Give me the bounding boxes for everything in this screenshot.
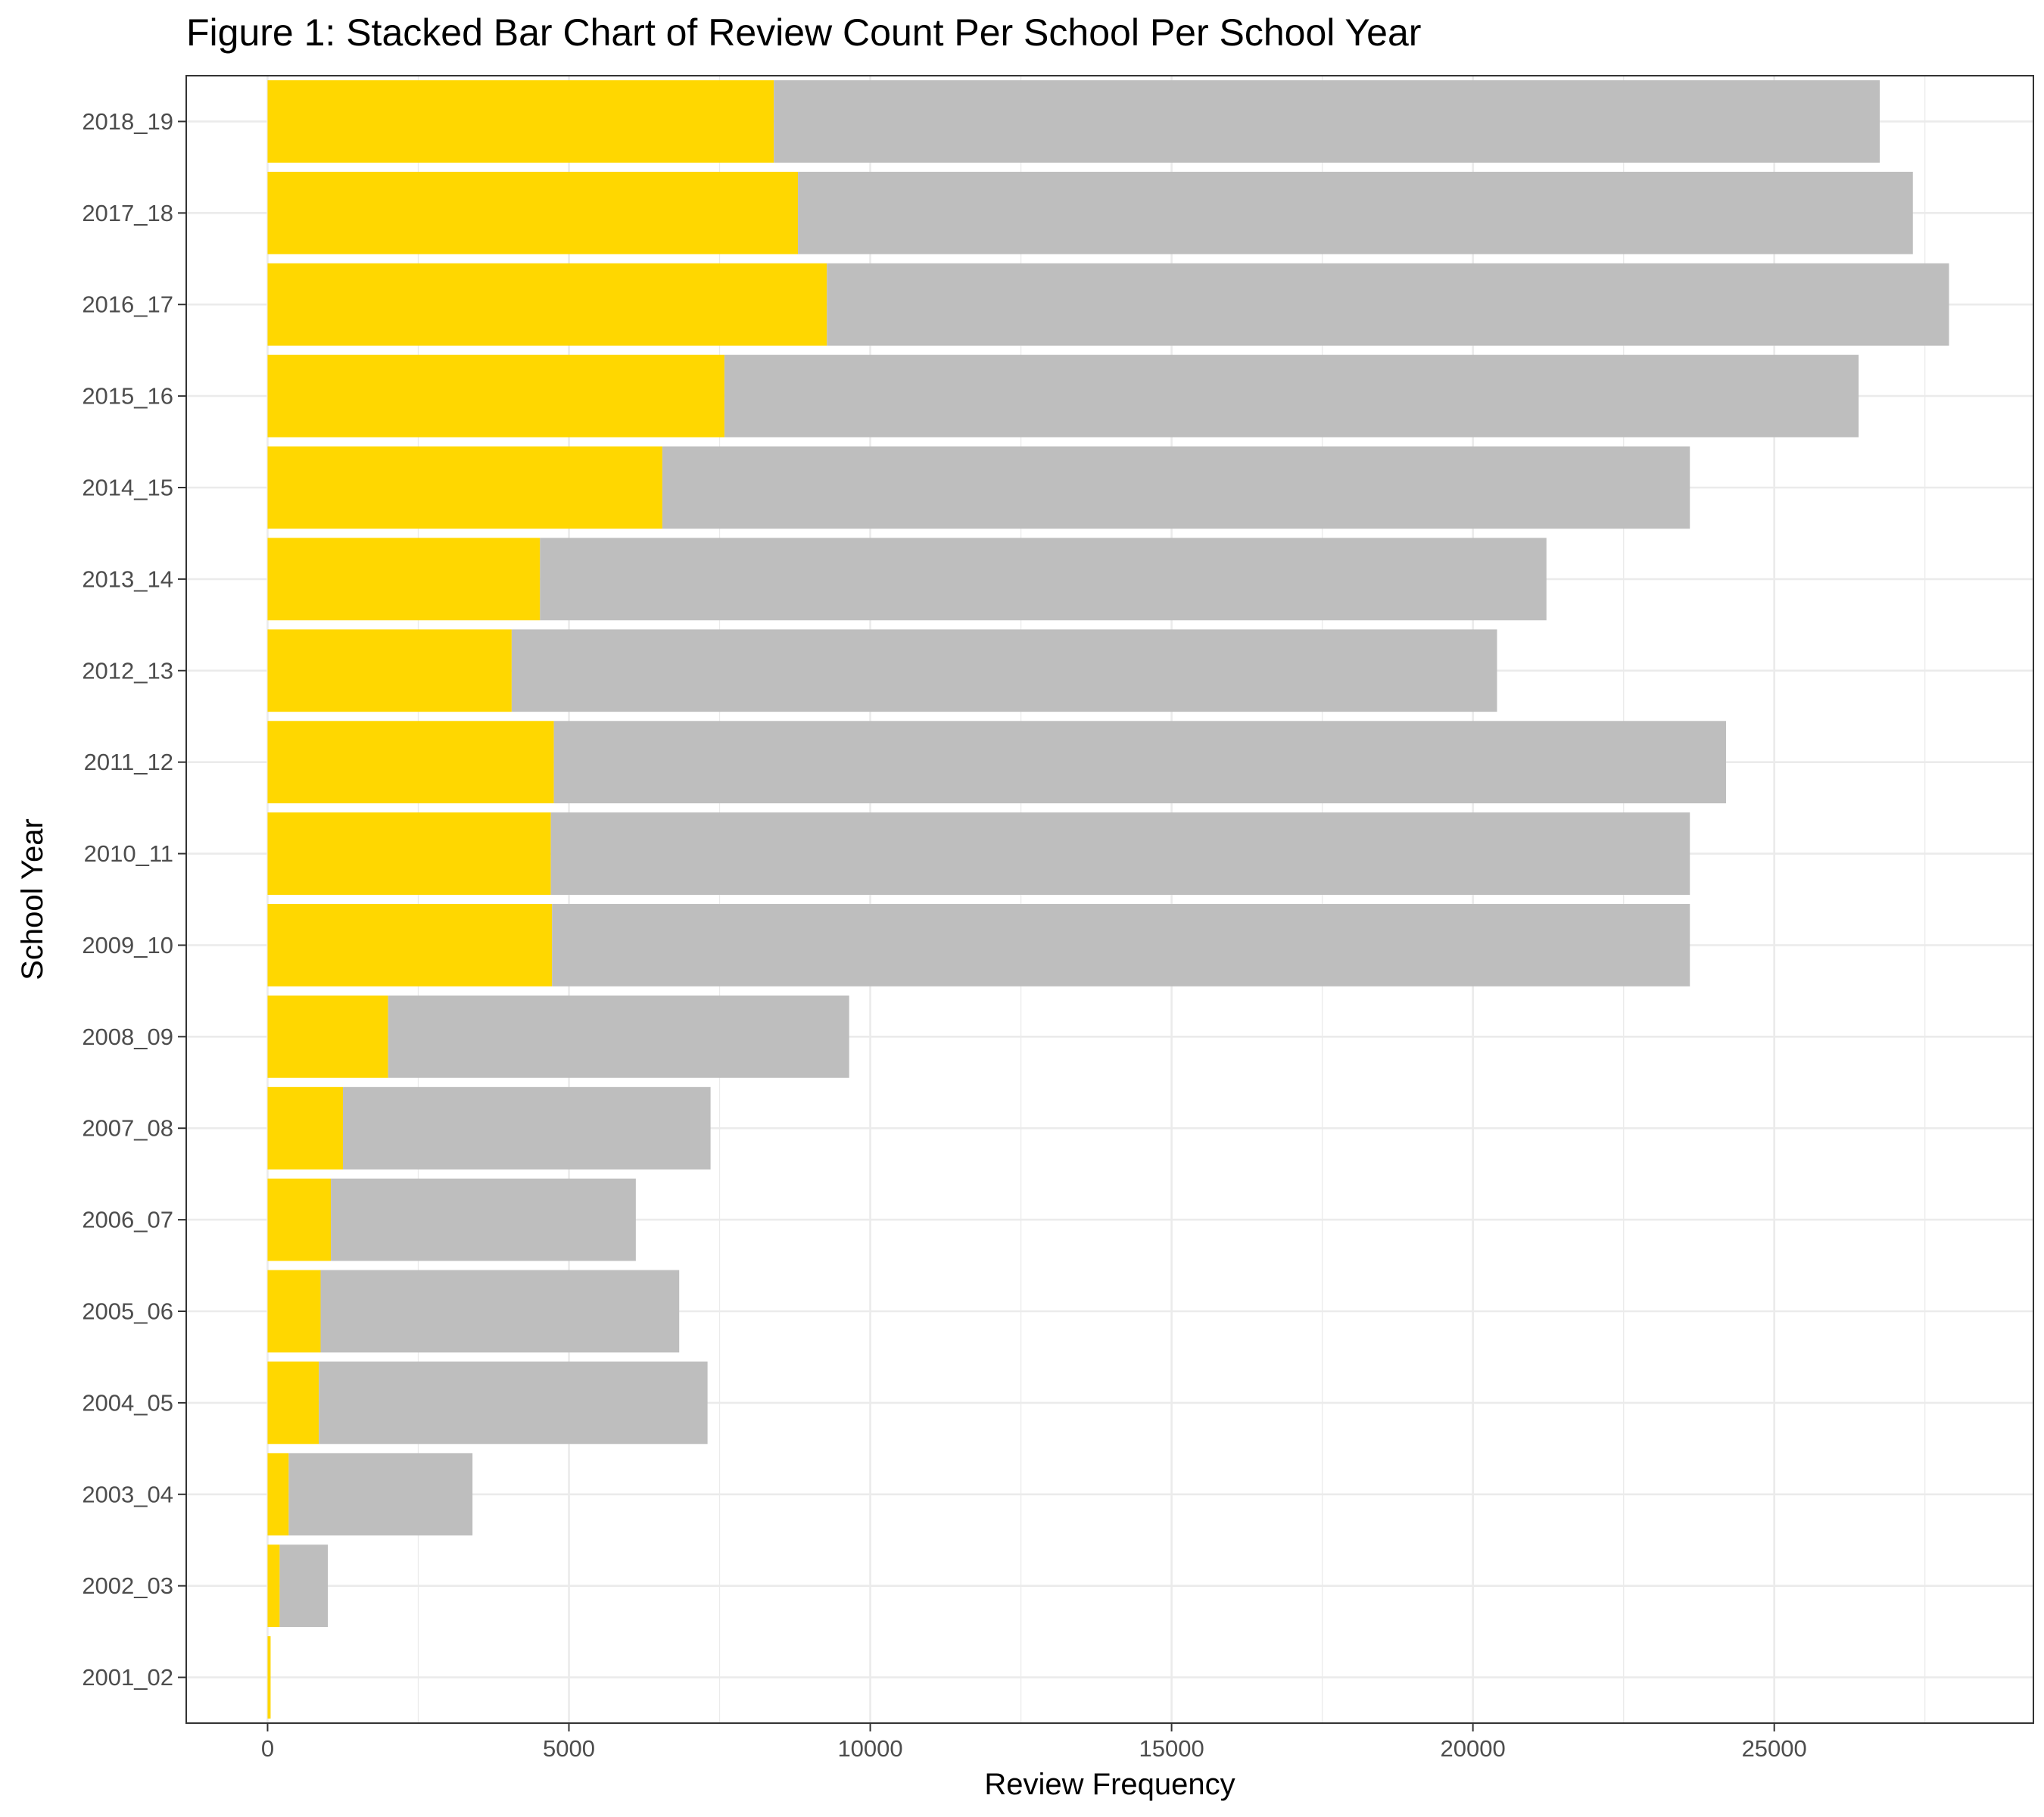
bar-segment-2018_19-s2: [774, 80, 1880, 163]
bar-segment-2018_19-s1: [267, 80, 774, 163]
y-tick-label: 2018_19: [82, 108, 173, 135]
y-axis-title: School Year: [16, 818, 49, 980]
bar-segment-2007_08-s1: [267, 1086, 343, 1170]
panel-border: [185, 75, 2034, 1724]
y-tick-label: 2006_07: [82, 1207, 173, 1233]
x-tick-label: 15000: [1139, 1735, 1204, 1762]
y-tick-label: 2007_08: [82, 1115, 173, 1142]
y-tick-label: 2004_05: [82, 1389, 173, 1416]
bar-segment-2010_11-s1: [267, 812, 551, 895]
bars-group: [267, 80, 1949, 1719]
bar-segment-2012_13-s1: [267, 629, 512, 712]
y-tick-label: 2016_17: [82, 291, 173, 318]
bar-segment-2014_15-s1: [267, 446, 662, 529]
y-axis: 2001_02 2002_03 2003_04 2004_05 2005_06 2006_…: [82, 108, 186, 1691]
y-tick-label: 2010_11: [84, 840, 173, 867]
bar-segment-2005_06-s1: [267, 1270, 321, 1353]
bar-segment-2004_05-s2: [319, 1361, 708, 1445]
bar-segment-2011_12-s2: [553, 721, 1726, 804]
y-tick-label: 2015_16: [82, 383, 173, 410]
y-tick-label: 2001_02: [82, 1664, 173, 1691]
chart-title: Figure 1: Stacked Bar Chart of Review Co…: [186, 11, 1421, 54]
bar-segment-2004_05-s1: [267, 1361, 319, 1445]
bar-segment-2011_12-s1: [267, 721, 554, 804]
bar-segment-2008_09-s2: [388, 995, 849, 1078]
y-tick-label: 2009_10: [82, 932, 173, 958]
y-tick-label: 2013_14: [82, 566, 173, 592]
x-tick-label: 5000: [543, 1735, 595, 1762]
bar-segment-2001_02-s1: [267, 1636, 271, 1719]
bar-segment-2017_18-s2: [798, 171, 1913, 254]
bar-segment-2007_08-s2: [342, 1086, 711, 1170]
bar-segment-2002_03-s1: [267, 1544, 280, 1628]
bar-segment-2003_04-s1: [267, 1453, 289, 1536]
plot-panel: [186, 76, 2033, 1723]
bar-segment-2012_13-s2: [511, 629, 1497, 712]
x-tick-label: 25000: [1742, 1735, 1807, 1762]
bar-segment-2016_17-s1: [267, 263, 827, 346]
y-tick-label: 2012_13: [82, 657, 173, 684]
bar-segment-2015_16-s2: [724, 354, 1859, 438]
y-tick-label: 2002_03: [82, 1572, 173, 1599]
y-tick-label: 2017_18: [82, 200, 173, 226]
bar-segment-2003_04-s2: [288, 1453, 473, 1536]
bar-segment-2008_09-s1: [267, 995, 388, 1078]
bar-segment-2014_15-s2: [662, 446, 1690, 529]
y-tick-label: 2011_12: [84, 749, 173, 775]
x-axis-title: Review Frequency: [984, 1768, 1235, 1801]
bar-segment-2006_07-s1: [267, 1178, 332, 1261]
x-tick-label: 10000: [837, 1735, 902, 1762]
bar-segment-2017_18-s1: [267, 171, 799, 254]
bar-segment-2006_07-s2: [331, 1178, 636, 1261]
bar-segment-2013_14-s1: [267, 538, 541, 621]
bar-segment-2010_11-s2: [550, 812, 1690, 895]
y-tick-label: 2005_06: [82, 1298, 173, 1325]
y-tick-label: 2003_04: [82, 1481, 173, 1507]
bar-segment-2005_06-s2: [320, 1270, 680, 1353]
bar-segment-2009_10-s2: [552, 904, 1690, 986]
bar-segment-2016_17-s2: [827, 263, 1949, 346]
x-axis: 0 5000 10000 15000 20000 25000: [261, 1723, 1807, 1762]
bar-segment-2013_14-s2: [540, 538, 1547, 621]
bar-segment-2002_03-s2: [279, 1544, 329, 1628]
bar-segment-2009_10-s1: [267, 904, 553, 986]
x-tick-label: 20000: [1441, 1735, 1506, 1762]
y-tick-label: 2014_15: [82, 475, 173, 501]
bar-segment-2015_16-s1: [267, 354, 724, 438]
y-tick-label: 2008_09: [82, 1024, 173, 1050]
x-tick-label: 0: [261, 1735, 274, 1762]
